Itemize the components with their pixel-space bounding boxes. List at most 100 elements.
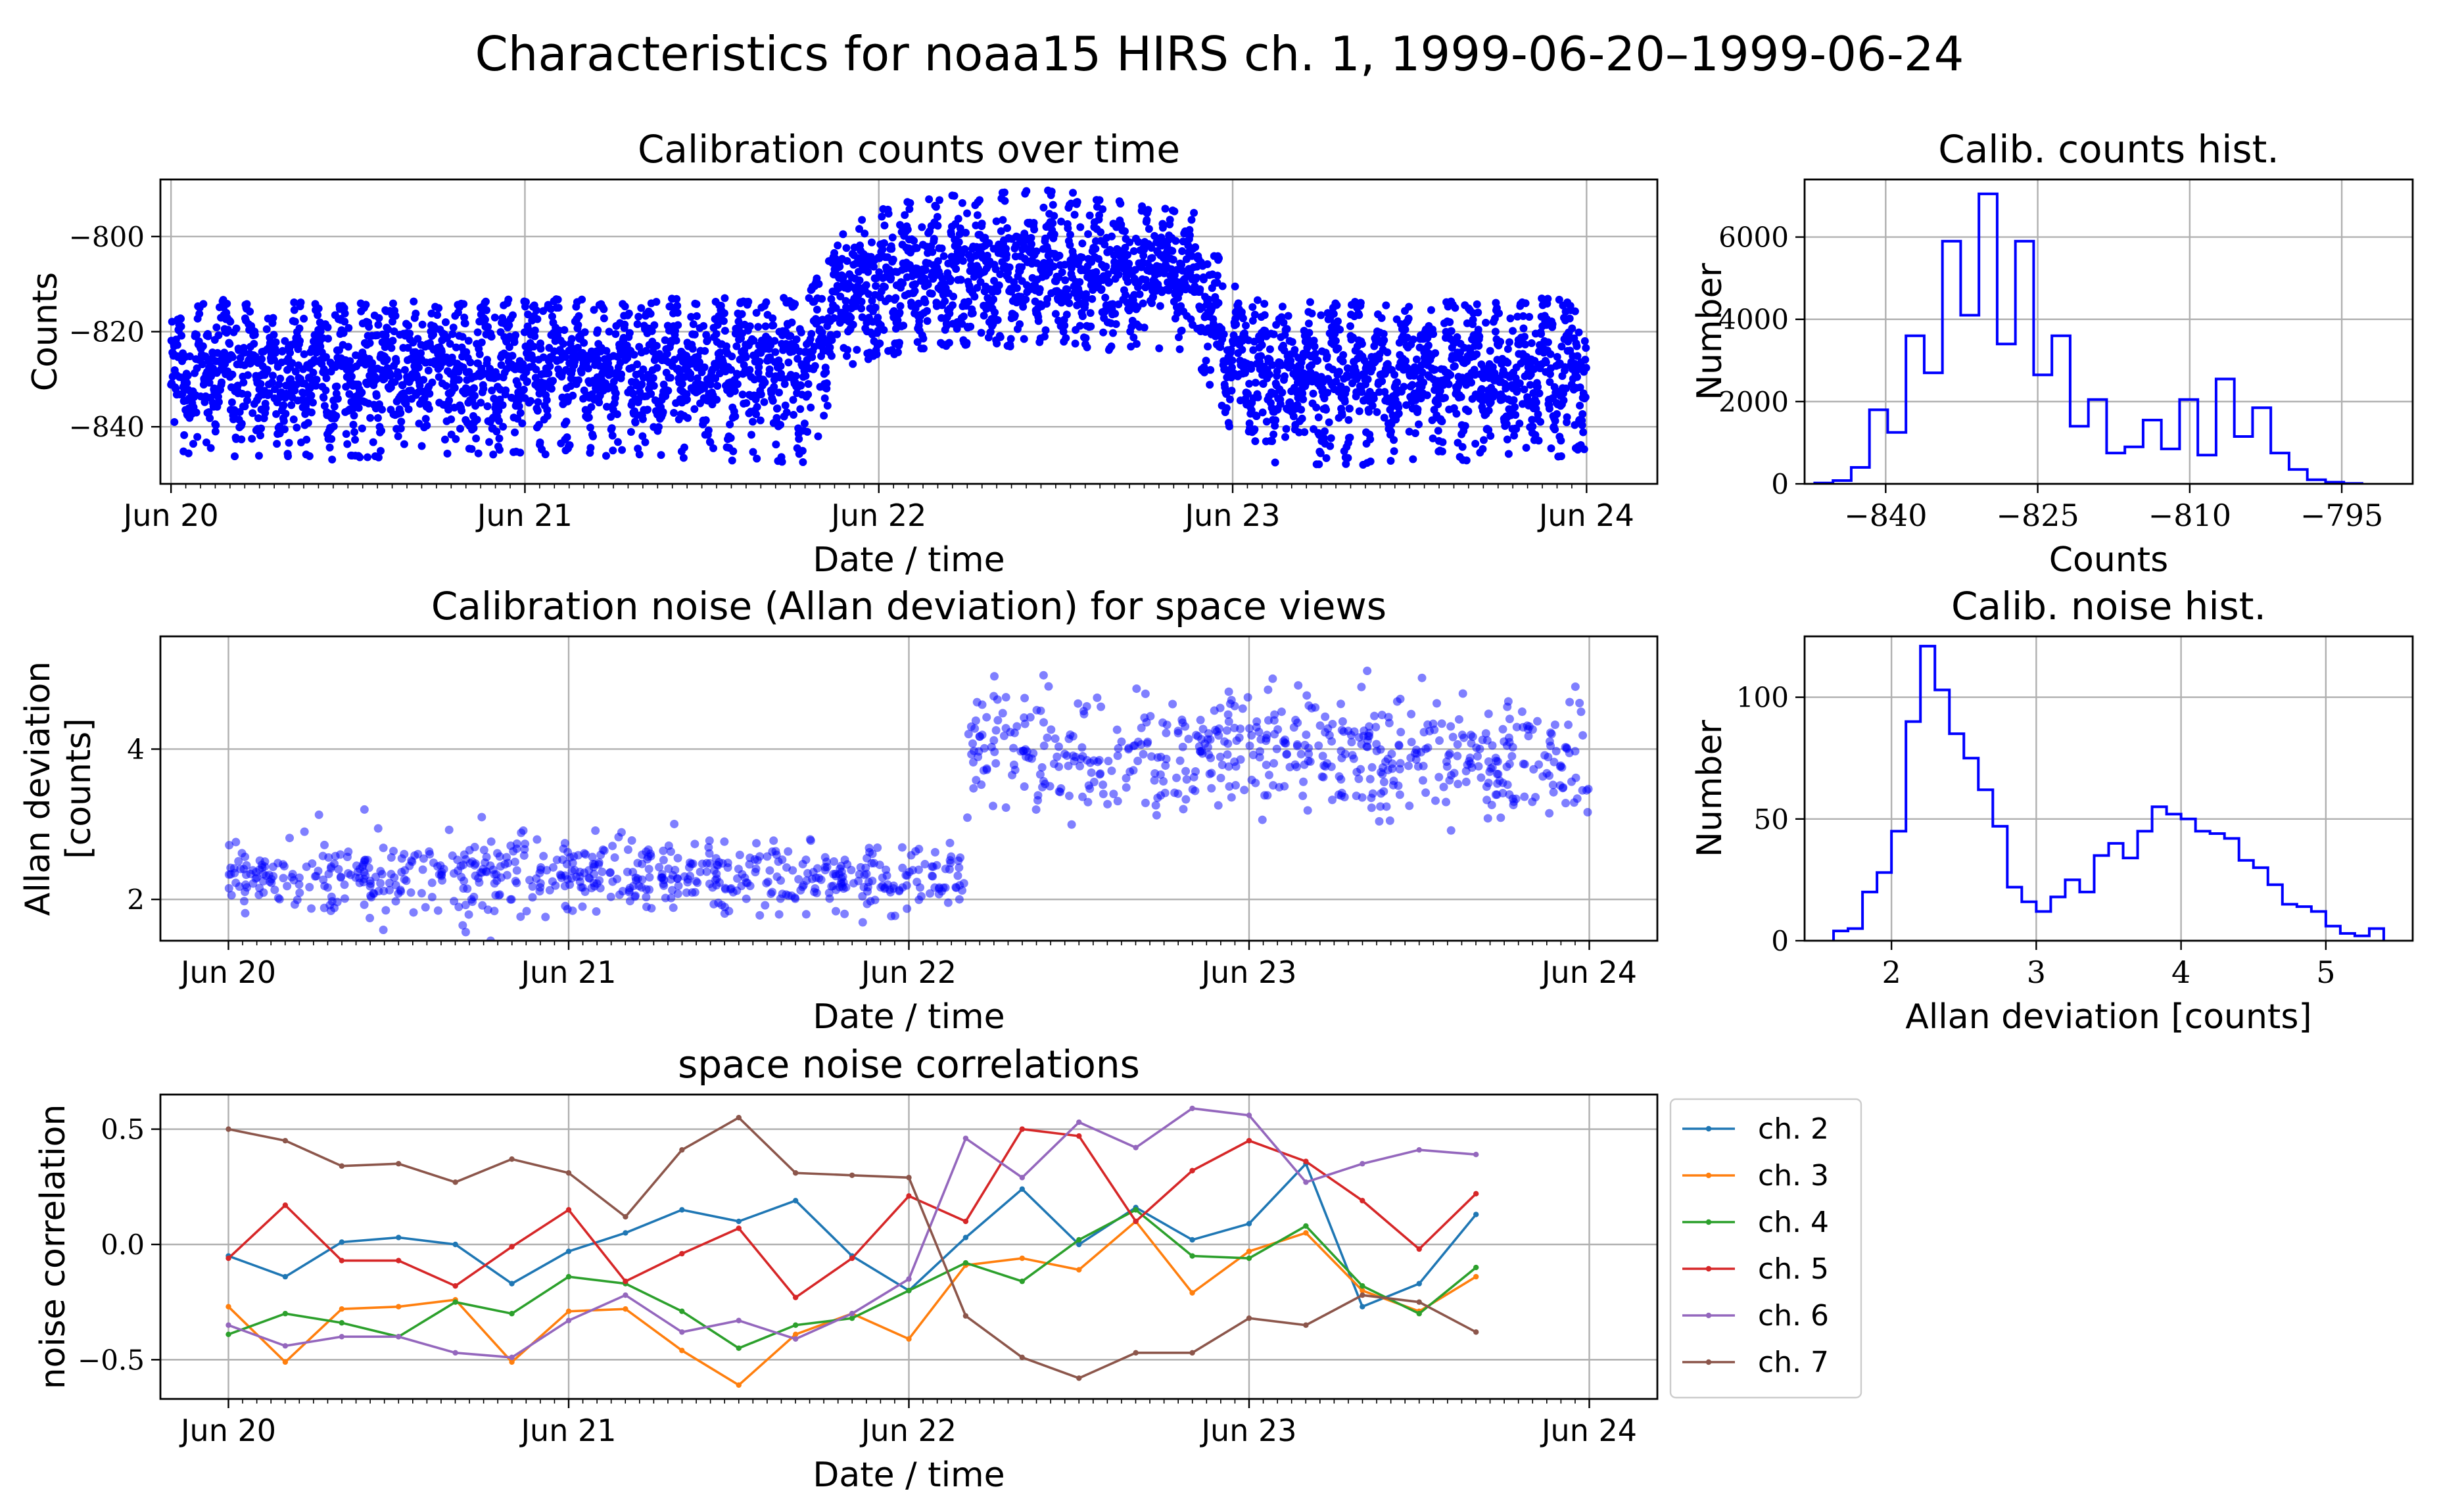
counts-point [613, 438, 622, 446]
counts-point [458, 333, 467, 341]
counts-point [1495, 309, 1504, 318]
counts-point [1161, 204, 1170, 213]
counts-point [1062, 310, 1071, 319]
counts-point [1342, 460, 1350, 468]
counts-point [1204, 343, 1212, 351]
counts-point [369, 438, 377, 446]
counts-point [652, 298, 661, 306]
counts-point [1237, 308, 1246, 316]
counts-point [312, 375, 321, 384]
grid-lines [160, 636, 1657, 941]
counts-point [606, 369, 615, 378]
counts-point [1279, 318, 1288, 327]
noise-point [659, 846, 668, 855]
counts-point [204, 408, 213, 417]
counts-point [510, 338, 519, 346]
counts-point [1172, 237, 1180, 245]
noise-point [224, 884, 233, 893]
counts-point [1269, 330, 1278, 339]
counts-point [314, 304, 323, 313]
counts-point [899, 321, 908, 330]
counts-point [1504, 344, 1512, 353]
noise-point [572, 872, 581, 882]
counts-point [1579, 428, 1588, 437]
counts-point [329, 422, 338, 431]
counts-point [1060, 260, 1069, 269]
counts-point [1380, 336, 1388, 344]
counts-point [504, 295, 513, 304]
counts-point [390, 327, 398, 336]
counts-point [307, 408, 316, 417]
noise-point [477, 813, 486, 822]
counts-point [1475, 342, 1483, 350]
counts-point [1196, 285, 1204, 294]
counts-point [650, 321, 659, 329]
noise-point [854, 876, 863, 886]
counts-point [565, 441, 574, 450]
counts-point [414, 335, 422, 343]
counts-point [1173, 309, 1181, 318]
counts-point [1086, 309, 1095, 318]
counts-point [1335, 367, 1344, 376]
counts-point [198, 360, 206, 369]
counts-point [943, 321, 951, 330]
counts-point [764, 335, 772, 343]
counts-point [742, 399, 751, 408]
counts-point [899, 279, 907, 288]
counts-point [1076, 223, 1085, 231]
counts-point [362, 300, 370, 309]
counts-point [1308, 361, 1316, 369]
counts-point [956, 224, 964, 233]
noise-point [539, 851, 548, 861]
counts-point [801, 371, 810, 380]
counts-point [486, 364, 494, 373]
counts-point [1003, 224, 1012, 232]
noise-point [391, 897, 400, 906]
counts-point [1509, 396, 1518, 404]
counts-point [243, 396, 252, 405]
counts-point [1178, 247, 1187, 256]
counts-point [1544, 338, 1552, 346]
counts-point [410, 297, 418, 306]
counts-point [776, 362, 785, 370]
counts-point [1005, 263, 1014, 272]
counts-point [464, 337, 473, 345]
counts-point [227, 398, 236, 407]
counts-point [970, 293, 979, 301]
counts-point [692, 312, 701, 320]
noise-point [231, 878, 241, 887]
counts-point [448, 330, 457, 339]
noise-point [574, 851, 583, 860]
noise-point [666, 875, 675, 884]
counts-point [498, 401, 507, 410]
counts-point [1474, 325, 1482, 334]
counts-point [290, 298, 298, 306]
counts-point [650, 381, 658, 390]
counts-point [254, 452, 263, 460]
counts-point [738, 310, 746, 318]
counts-point [1215, 254, 1223, 262]
counts-point [872, 350, 881, 358]
counts-point [1504, 358, 1512, 367]
noise-point [265, 877, 274, 886]
counts-point [404, 344, 412, 352]
noise-point [381, 906, 391, 915]
counts-point [1542, 358, 1550, 367]
counts-point [1206, 366, 1215, 374]
noise-point [519, 826, 528, 835]
counts-point [243, 390, 252, 399]
counts-point [1390, 371, 1399, 379]
counts-point [1477, 385, 1486, 393]
counts-point [889, 255, 897, 264]
counts-point [789, 396, 797, 404]
noise-point [829, 857, 838, 866]
counts-point [1131, 266, 1139, 274]
counts-point [1521, 333, 1529, 341]
noise-point [459, 884, 468, 893]
counts-point [1553, 410, 1561, 418]
counts-point [494, 406, 503, 415]
counts-point [1073, 198, 1081, 206]
counts-point [508, 311, 517, 319]
counts-point [257, 424, 266, 433]
